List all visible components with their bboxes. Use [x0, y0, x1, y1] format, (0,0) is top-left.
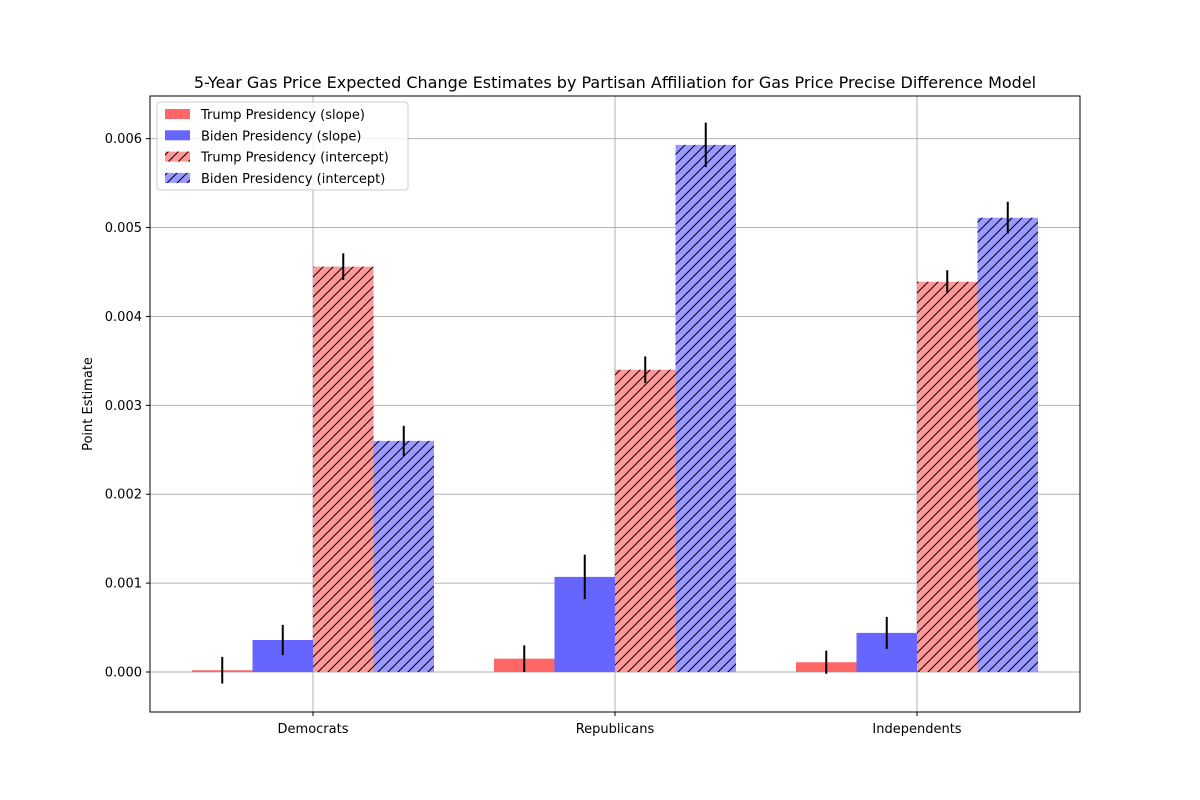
- bar-hatch: [313, 266, 374, 672]
- chart-title: 5-Year Gas Price Expected Change Estimat…: [194, 73, 1036, 92]
- legend-box: [156, 101, 409, 191]
- bar-hatch: [675, 144, 736, 672]
- y-tick-label: 0.003: [105, 399, 142, 414]
- bar-hatch: [917, 281, 978, 672]
- error-bars: [221, 122, 1009, 684]
- bar-hatch: [373, 440, 434, 672]
- legend-swatch-hatch: [165, 151, 190, 162]
- legend-label: Trump Presidency (intercept): [200, 151, 389, 166]
- y-tick-label: 0.002: [105, 488, 142, 503]
- x-tick-label: Republicans: [576, 722, 655, 737]
- legend-label: Biden Presidency (slope): [201, 129, 361, 144]
- y-tick-label: 0.001: [105, 577, 142, 592]
- y-axis-label: Point Estimate: [81, 357, 96, 451]
- bars: [192, 144, 1038, 672]
- bar-hatch: [615, 369, 676, 672]
- x-tick-label: Independents: [872, 722, 961, 737]
- legend-label: Biden Presidency (intercept): [201, 172, 385, 187]
- legend-swatch: [165, 109, 190, 119]
- x-axis-ticks: Democrats Republicans Independents: [278, 712, 962, 737]
- legend-swatch-hatch: [165, 172, 190, 183]
- bar-hatch: [977, 217, 1038, 672]
- y-tick-label: 0.005: [105, 221, 142, 236]
- x-tick-label: Democrats: [278, 722, 349, 737]
- legend-label: Trump Presidency (slope): [200, 108, 365, 123]
- legend: Trump Presidency (slope) Biden Presidency…: [156, 101, 409, 191]
- y-tick-label: 0.000: [105, 666, 142, 681]
- legend-swatch: [165, 130, 190, 141]
- y-axis-ticks: 0.000 0.001 0.002 0.003 0.004 0.005 0.006: [105, 132, 150, 681]
- y-tick-label: 0.006: [105, 132, 142, 147]
- y-tick-label: 0.004: [105, 310, 142, 325]
